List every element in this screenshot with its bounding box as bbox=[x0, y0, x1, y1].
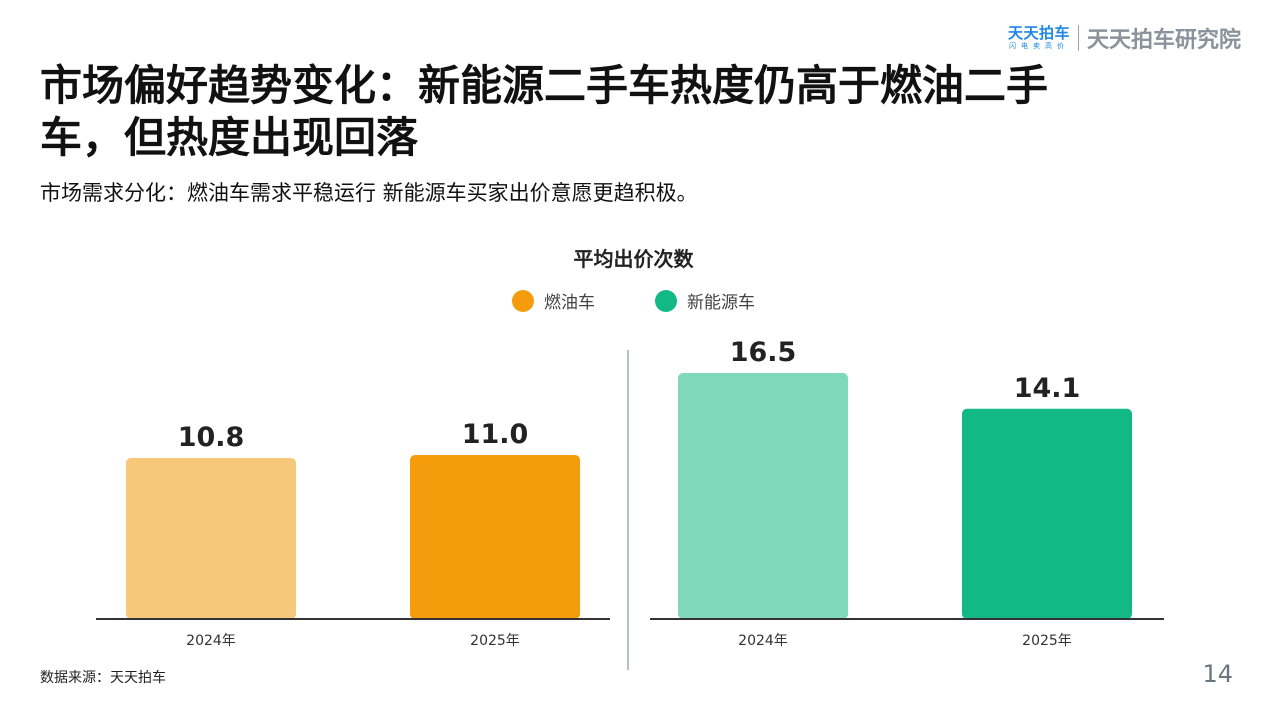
data-source-note: 数据来源：天天拍车 bbox=[40, 670, 166, 686]
chart-legend: 燃油车 新能源车 bbox=[0, 288, 1267, 313]
bar-nev-0 bbox=[678, 373, 848, 619]
data-label-fuel-1: 11.0 bbox=[462, 419, 529, 450]
brand-divider bbox=[1077, 25, 1079, 51]
x-tick-label-fuel-0: 2024年 bbox=[186, 633, 236, 649]
chart-title: 平均出价次数 bbox=[573, 247, 694, 271]
x-tick-label-fuel-1: 2025年 bbox=[470, 633, 520, 649]
brand-header: 天天拍车 闪电卖高价 天天拍车研究院 bbox=[1008, 22, 1241, 54]
data-label-fuel-0: 10.8 bbox=[178, 422, 245, 453]
bar-fuel-0 bbox=[126, 457, 296, 619]
data-label-nev-1: 14.1 bbox=[1014, 373, 1081, 404]
data-label-nev-0: 16.5 bbox=[730, 337, 797, 368]
legend-label-fuel: 燃油车 bbox=[544, 293, 595, 313]
page-title: 市场偏好趋势变化：新能源二手车热度仍高于燃油二手车，但热度出现回落 bbox=[40, 61, 1049, 162]
legend-item-nev: 新能源车 bbox=[655, 288, 755, 313]
brand-logo-text: 天天拍车 bbox=[1007, 24, 1070, 42]
page-number: 14 bbox=[1202, 660, 1233, 688]
legend-item-fuel: 燃油车 bbox=[512, 288, 595, 313]
legend-marker-fuel bbox=[512, 289, 534, 312]
bar-nev-1 bbox=[962, 408, 1132, 619]
legend-label-nev: 新能源车 bbox=[687, 293, 755, 313]
x-tick-label-nev-0: 2024年 bbox=[738, 633, 788, 649]
brand-name: 天天拍车研究院 bbox=[1086, 28, 1241, 53]
x-tick-label-nev-1: 2025年 bbox=[1022, 633, 1072, 649]
legend-marker-nev bbox=[655, 289, 677, 312]
bar-fuel-1 bbox=[410, 455, 580, 619]
page-subtitle: 市场需求分化：燃油车需求平稳运行 新能源车买家出价意愿更趋积极。 bbox=[40, 181, 698, 205]
brand-logo: 天天拍车 闪电卖高价 bbox=[1008, 25, 1078, 51]
brand-logo-slogan: 闪电卖高价 bbox=[1008, 42, 1069, 50]
